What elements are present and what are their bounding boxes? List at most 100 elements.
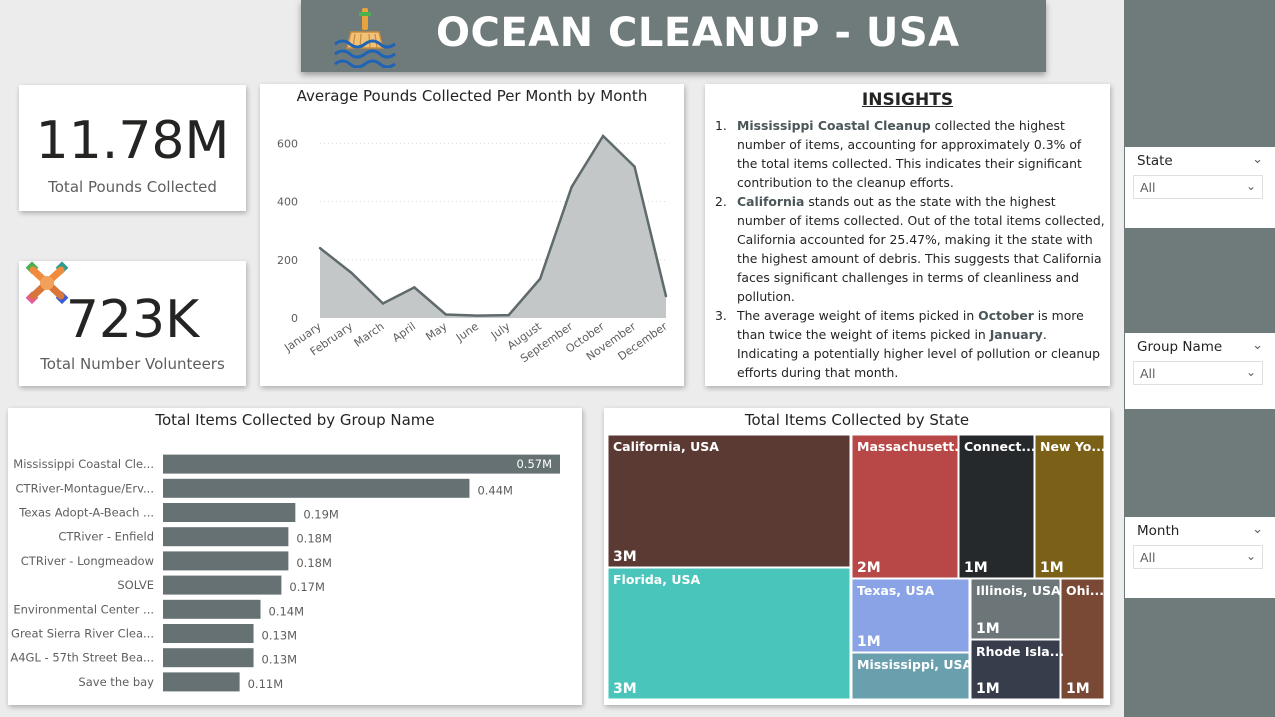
- slicer-month[interactable]: Month ⌄ All ⌄: [1125, 517, 1275, 598]
- data-point: [664, 294, 668, 298]
- treemap-tile: [607, 567, 851, 700]
- slicer-dropdown[interactable]: All ⌄: [1133, 361, 1263, 385]
- treemap-tile-value: 2M: [857, 560, 881, 576]
- treemap-tile-label: Ohi...: [1066, 583, 1104, 598]
- slicer-dropdown[interactable]: All ⌄: [1133, 175, 1263, 199]
- bar-category-label: A4GL - 57th Street Bea...: [10, 651, 154, 665]
- insight-item: 3. The average weight of items picked in …: [715, 308, 1101, 380]
- bar: [163, 503, 296, 522]
- kpi-card-total-volunteers: 723K Total Number Volunteers: [19, 261, 246, 386]
- bar: [163, 648, 254, 668]
- data-point: [381, 302, 385, 305]
- data-point: [413, 286, 416, 289]
- kpi-label-total-volunteers: Total Number Volunteers: [40, 355, 225, 373]
- insights-list: 1. Mississippi Coastal Cleanup collected …: [715, 116, 1105, 382]
- teamwork-hands-icon: [25, 261, 69, 305]
- treemap-tile-label: New Yo...: [1040, 439, 1106, 454]
- slicer-label: State: [1137, 153, 1173, 169]
- chart-title: Total Items Collected by Group Name: [155, 411, 435, 429]
- slicer-value: All: [1140, 366, 1156, 381]
- treemap-tile-value: 1M: [1066, 681, 1090, 697]
- series-line: [319, 134, 668, 317]
- x-tick-label: June: [453, 320, 481, 345]
- bar-chart-svg: Mississippi Coastal Cle... 0.57M CTRiver-M…: [10, 454, 560, 692]
- title-banner: OCEAN CLEANUP - USA: [301, 0, 1046, 72]
- treemap-tile: [851, 578, 970, 653]
- insight-item: 1. Mississippi Coastal Cleanup collected …: [715, 118, 1082, 190]
- chart-items-by-state[interactable]: Total Items Collected by State Californi…: [604, 408, 1110, 705]
- treemap-tile: [1034, 434, 1105, 579]
- bar: [163, 599, 261, 619]
- bar: [163, 478, 470, 498]
- chart-avg-pounds-per-month[interactable]: Average Pounds Collected Per Month by Mo…: [260, 84, 684, 386]
- insight-item: 2. California stands out as the state wit…: [715, 194, 1105, 304]
- data-point: [444, 313, 448, 316]
- data-point: [507, 313, 510, 317]
- treemap-tile-label: California, USA: [613, 439, 719, 454]
- treemap-tile: [958, 434, 1035, 579]
- bar-data-label: 0.18M: [296, 532, 332, 546]
- y-tick-label: 200: [277, 254, 298, 267]
- treemap-tile-label: Florida, USA: [613, 572, 700, 587]
- treemap-tile: [970, 639, 1061, 700]
- slicer-group-name[interactable]: Group Name ⌄ All ⌄: [1125, 333, 1275, 409]
- x-tick-label: April: [390, 320, 418, 345]
- bar-category-label: Save the bay: [78, 675, 154, 689]
- kpi-card-total-pounds: 11.78M Total Pounds Collected: [19, 85, 246, 211]
- chevron-down-icon: ⌄: [1245, 549, 1256, 563]
- treemap-tile-value: 1M: [976, 621, 1000, 637]
- treemap-tile-label: Connect...: [964, 439, 1036, 454]
- bar: [163, 672, 240, 692]
- bar: [163, 527, 289, 547]
- treemap-tile-value: 1M: [976, 681, 1000, 697]
- chevron-down-icon[interactable]: ⌄: [1252, 338, 1263, 353]
- chart-items-by-group[interactable]: Total Items Collected by Group Name Miss…: [8, 408, 582, 705]
- data-point: [538, 277, 542, 280]
- chevron-down-icon[interactable]: ⌄: [1252, 152, 1263, 167]
- treemap-tile-label: Rhode Isla...: [976, 644, 1064, 659]
- slicer-value: All: [1140, 180, 1156, 195]
- slicer-label: Group Name: [1137, 339, 1223, 355]
- kpi-value-total-volunteers: 723K: [65, 290, 200, 350]
- bar-data-label: 0.18M: [296, 556, 332, 570]
- bar-category-label: CTRiver - Enfield: [58, 530, 154, 544]
- chevron-down-icon: ⌄: [1245, 179, 1256, 193]
- slicer-label: Month: [1137, 523, 1180, 539]
- x-tick-label: March: [352, 320, 387, 350]
- bar-category-label: CTRiver-Montague/Erv...: [16, 481, 154, 495]
- treemap-tile-label: Massachusett...: [857, 439, 969, 454]
- water-cleaning-broom-icon: [334, 8, 396, 68]
- y-tick-label: 400: [277, 196, 298, 209]
- bar-data-label: 0.57M: [516, 457, 552, 471]
- bar-category-label: Mississippi Coastal Cle...: [13, 457, 154, 471]
- treemap-tile-value: 3M: [613, 549, 637, 565]
- treemap-tile: [851, 652, 970, 700]
- area-fill: [320, 136, 666, 318]
- bar-data-label: 0.14M: [269, 604, 305, 618]
- data-point: [601, 134, 605, 138]
- slicer-state[interactable]: State ⌄ All ⌄: [1125, 147, 1275, 228]
- data-point: [570, 185, 573, 189]
- chart-title: Average Pounds Collected Per Month by Mo…: [296, 87, 648, 105]
- bar-data-label: 0.11M: [248, 677, 284, 691]
- bar-category-label: Great Sierra River Clea...: [11, 627, 154, 641]
- bar-data-label: 0.13M: [262, 629, 298, 643]
- chevron-down-icon: ⌄: [1245, 365, 1256, 379]
- slicer-dropdown[interactable]: All ⌄: [1133, 545, 1263, 569]
- x-tick-label: May: [423, 320, 449, 344]
- treemap-svg: California, USA 3M Florida, USA 3M Massachus…: [607, 434, 1106, 700]
- chevron-down-icon[interactable]: ⌄: [1252, 522, 1263, 537]
- treemap-tile-label: Texas, USA: [857, 583, 935, 598]
- bar: [163, 551, 289, 571]
- bar-data-label: 0.17M: [289, 580, 325, 594]
- bar-category-label: CTRiver - Longmeadow: [21, 554, 154, 568]
- insights-title: INSIGHTS: [861, 90, 954, 110]
- bar: [163, 575, 282, 595]
- chart-title: Total Items Collected by State: [744, 411, 970, 429]
- bar: [163, 454, 560, 474]
- treemap-tile-label: Illinois, USA: [976, 583, 1061, 598]
- treemap-tile: [1060, 578, 1105, 700]
- bar-data-label: 0.44M: [477, 483, 513, 497]
- bar-category-label: Environmental Center ...: [13, 602, 154, 616]
